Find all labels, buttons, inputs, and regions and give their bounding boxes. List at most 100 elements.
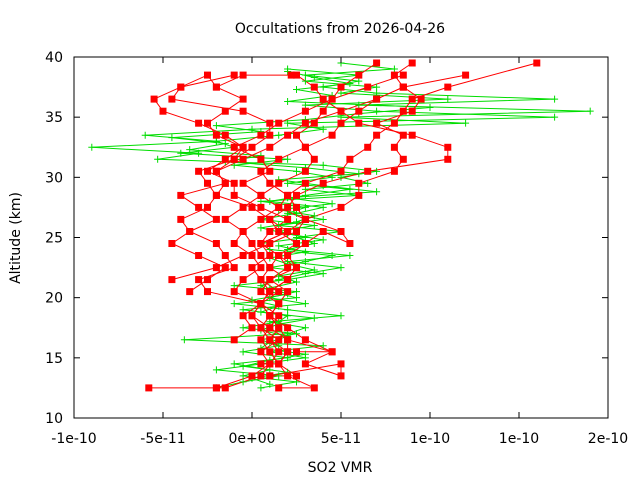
series-0-point	[399, 71, 407, 79]
series-1-point	[462, 119, 470, 127]
series-0-point	[257, 324, 265, 332]
plot-markers	[88, 59, 594, 392]
series-1-point	[293, 330, 300, 338]
series-0-point	[204, 288, 211, 296]
y-tick-label: 20	[45, 291, 63, 307]
series-0-point	[319, 179, 327, 187]
series-1-point	[154, 155, 162, 163]
y-tick-labels: 10 15 20 25 30 35 40	[45, 50, 63, 427]
series-1-point	[88, 143, 96, 151]
series-1-point	[355, 101, 363, 109]
series-0-point	[364, 167, 372, 175]
series-0-point	[293, 203, 300, 211]
series-0-point	[293, 348, 300, 356]
series-0-point	[337, 228, 345, 235]
series-0-point	[301, 143, 309, 151]
series-1-point	[301, 77, 309, 85]
series-0-point	[275, 179, 283, 187]
series-0-point	[159, 107, 167, 115]
series-0-point	[337, 372, 345, 380]
series-0-point	[417, 95, 425, 103]
series-0-point	[195, 276, 203, 284]
series-1-point	[266, 246, 274, 254]
series-0-point	[301, 240, 309, 247]
axis-ticks	[73, 56, 609, 419]
y-axis-title: Altitude (km)	[8, 192, 24, 284]
series-0-point	[257, 203, 265, 211]
series-0-point	[284, 336, 292, 344]
series-1-point	[141, 131, 149, 139]
series-1-point	[284, 354, 292, 362]
x-tick-label: 0e+00	[228, 431, 275, 447]
series-0-point	[266, 324, 274, 332]
series-1-point	[257, 224, 265, 232]
series-0-point	[239, 276, 247, 284]
series-0-point	[195, 119, 203, 127]
series-0-point	[355, 191, 363, 199]
series-1-point	[337, 264, 345, 272]
series-1-point	[319, 342, 327, 350]
series-0-point	[266, 264, 274, 272]
series-0-point	[337, 107, 345, 115]
series-0-point	[248, 372, 256, 380]
series-0-point	[239, 143, 247, 151]
series-1-point	[248, 296, 256, 304]
series-0-point	[284, 288, 292, 296]
series-1-point	[301, 248, 309, 256]
series-1-point	[390, 65, 398, 73]
series-1-point	[355, 170, 363, 178]
series-0-point	[275, 155, 283, 163]
series-0-point	[257, 240, 265, 247]
series-0-point	[328, 95, 336, 103]
series-0-point	[168, 276, 176, 284]
series-0-point	[212, 167, 220, 175]
series-0-point	[221, 384, 229, 392]
series-0-point	[230, 264, 238, 272]
series-0-point	[248, 203, 256, 211]
series-0-point	[266, 228, 274, 235]
series-0-point	[266, 312, 274, 320]
series-0-point	[284, 372, 292, 380]
series-0-point	[301, 360, 309, 368]
series-0-point	[239, 179, 247, 187]
series-0-point	[177, 191, 185, 199]
series-1-point	[212, 137, 220, 145]
series-1-point	[293, 378, 300, 386]
series-0-point	[355, 107, 363, 115]
series-0-point	[248, 143, 256, 151]
series-0-point	[275, 119, 283, 127]
series-1-point	[328, 200, 336, 208]
series-0-point	[230, 191, 238, 199]
series-0-point	[239, 107, 247, 115]
series-1-point	[284, 209, 292, 217]
series-0-point	[266, 240, 274, 247]
series-1-point	[337, 173, 345, 181]
series-1-point	[293, 218, 300, 226]
y-tick-label: 40	[45, 50, 63, 66]
x-tick-labels: -1e-10 -5e-11 0e+00 5e-11 1e-10 1e-10 2e-10	[51, 431, 628, 447]
y-tick-label: 10	[45, 411, 63, 427]
series-0-point	[390, 143, 398, 151]
series-0-point	[212, 191, 220, 199]
series-0-point	[319, 228, 327, 235]
series-1-point	[168, 134, 176, 142]
series-1-point	[293, 209, 300, 217]
series-0-point	[337, 167, 345, 175]
y-tick-label: 35	[45, 110, 63, 126]
series-0-point	[257, 300, 265, 308]
series-0-point	[275, 300, 283, 308]
series-1-point	[293, 288, 300, 296]
series-0-point	[248, 312, 256, 320]
series-0-point	[186, 288, 194, 296]
series-0-point	[230, 240, 238, 247]
series-0-point	[230, 179, 238, 187]
series-1-point	[310, 212, 318, 220]
series-0-point	[257, 191, 265, 199]
series-0-point	[204, 167, 211, 175]
series-1-point	[301, 258, 309, 266]
series-1-point	[301, 191, 309, 199]
x-tick-label: 5e-11	[321, 431, 361, 447]
series-1-point	[301, 71, 309, 79]
series-0-point	[239, 71, 247, 79]
series-0-point	[239, 155, 247, 163]
